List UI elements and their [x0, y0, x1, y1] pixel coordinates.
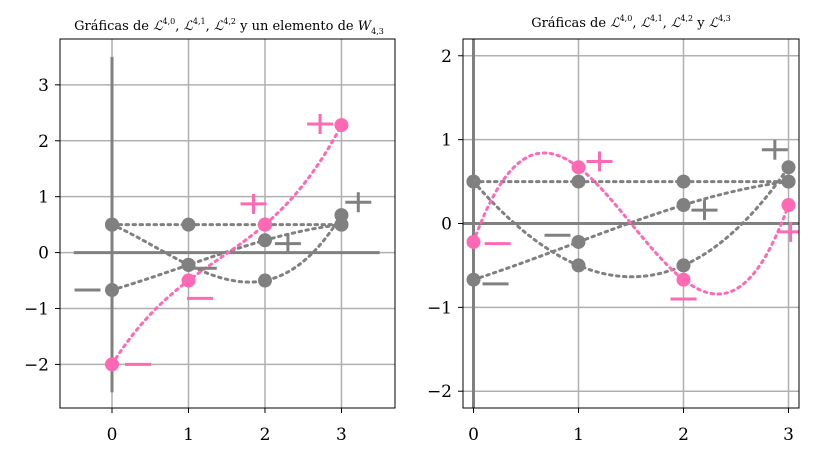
series-1-point-2	[676, 258, 691, 273]
series-3-sign-plus-3	[777, 221, 799, 242]
series-3-point-1	[571, 160, 586, 175]
series-1-sign-plus-0	[345, 192, 372, 213]
series-3-point-0	[105, 357, 120, 372]
series-3-point-3	[334, 118, 349, 133]
series-3-sign-plus-3	[307, 113, 334, 134]
y-tick-label-3: 1	[38, 188, 49, 208]
series-3-curve	[110, 123, 343, 366]
y-tick-label-1: −1	[24, 299, 49, 319]
series-0-point-1	[181, 217, 196, 232]
series-2-point-2	[257, 233, 272, 248]
series-2-point-3	[781, 174, 796, 189]
y-tick-label-1: −1	[427, 298, 452, 318]
series-3-point-2	[257, 217, 272, 232]
series-1-point-3	[781, 160, 796, 175]
series-2-point-1	[181, 257, 196, 272]
series-0-point-1	[571, 174, 586, 189]
x-tick-label-2: 2	[678, 425, 689, 445]
y-tick-label-4: 2	[38, 132, 49, 152]
x-tick-label-3: 3	[783, 425, 794, 445]
plot-frame	[59, 38, 396, 409]
series-3-point-1	[181, 273, 196, 288]
series-1-curve	[110, 213, 343, 284]
series-2-point-0	[105, 283, 120, 298]
x-tick-label-0: 0	[468, 425, 479, 445]
series-1-point-0	[105, 217, 120, 232]
series-1-curve	[472, 165, 790, 279]
series-1-point-1	[571, 258, 586, 273]
y-tick-label-5: 3	[38, 76, 49, 96]
left-chart: Gráficas de ℒ4,0, ℒ4,1, ℒ4,2 y un elemen…	[24, 17, 396, 445]
series-2-point-3	[334, 217, 349, 232]
series-2-point-1	[571, 234, 586, 249]
series-2-point-2	[676, 198, 691, 213]
series-3-sign-plus-2	[240, 193, 267, 214]
series-3-curve	[472, 151, 790, 296]
y-tick-label-3: 1	[441, 131, 452, 151]
y-tick-label-2: 0	[441, 215, 452, 235]
right-chart-title: Gráficas de ℒ4,0, ℒ4,1, ℒ4,2 y ℒ4,3	[531, 14, 731, 31]
x-tick-label-2: 2	[260, 425, 271, 445]
series-0-sign-plus-1	[274, 233, 301, 254]
series-3-point-3	[781, 198, 796, 213]
y-tick-label-4: 2	[441, 47, 452, 67]
y-tick-label-0: −2	[427, 382, 452, 402]
series-2-curve	[472, 180, 790, 282]
right-chart: Gráficas de ℒ4,0, ℒ4,1, ℒ4,2 y ℒ4,3 0 1 2 3…	[427, 14, 800, 445]
series-1-point-2	[257, 273, 272, 288]
series-2-point-0	[466, 272, 481, 287]
x-tick-label-0: 0	[107, 425, 118, 445]
series-0-sign-plus-1	[691, 200, 718, 221]
series-1-sign-plus-0	[761, 139, 788, 160]
series-3-point-2	[676, 272, 691, 287]
y-tick-label-0: −2	[24, 355, 49, 375]
series-3-sign-plus-1	[586, 151, 613, 172]
left-chart-title: Gráficas de ℒ4,0, ℒ4,1, ℒ4,2 y un elemen…	[74, 17, 384, 36]
x-tick-label-3: 3	[336, 425, 347, 445]
y-tick-label-2: 0	[38, 244, 49, 264]
series-3-point-0	[466, 234, 481, 249]
x-tick-label-1: 1	[183, 425, 194, 445]
series-1-point-0	[466, 174, 481, 189]
series-0-point-2	[676, 174, 691, 189]
x-tick-label-1: 1	[573, 425, 584, 445]
